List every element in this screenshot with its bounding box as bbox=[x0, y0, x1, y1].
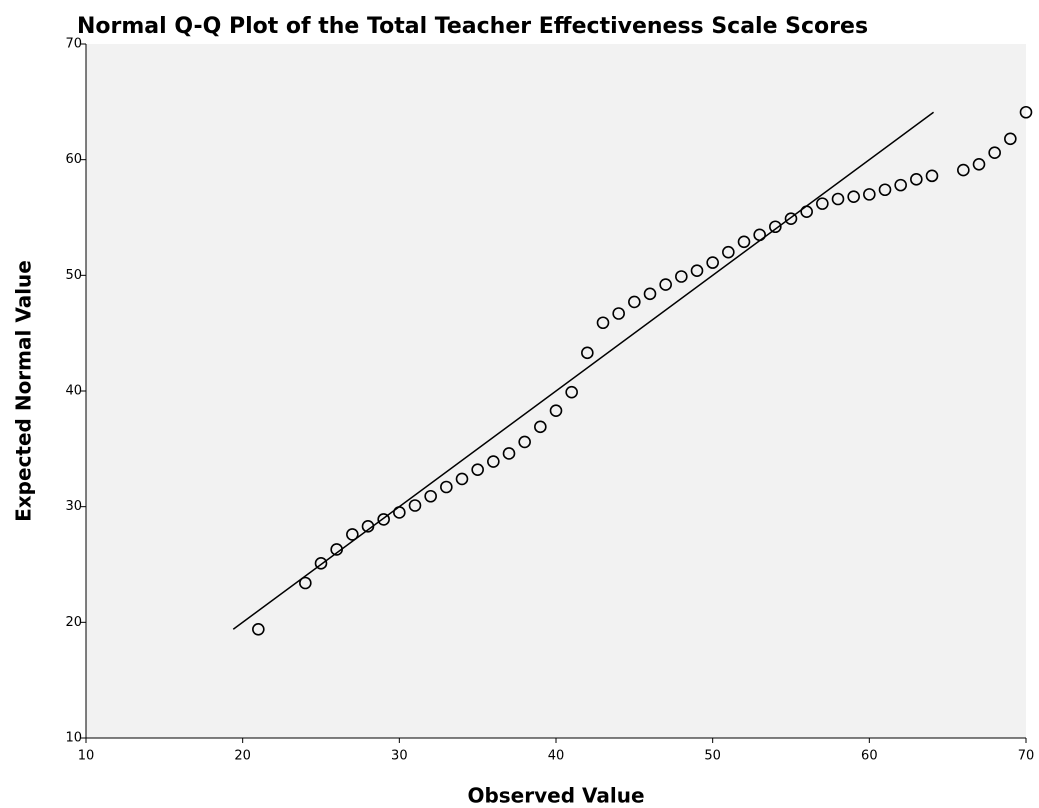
point bbox=[487, 455, 500, 468]
point bbox=[878, 183, 892, 197]
point bbox=[659, 278, 672, 291]
point bbox=[690, 264, 704, 278]
x-axis-title: Observed Value bbox=[467, 784, 644, 808]
point bbox=[816, 197, 829, 210]
point bbox=[628, 295, 641, 309]
point bbox=[988, 146, 1001, 160]
point bbox=[471, 463, 484, 476]
reference-line bbox=[232, 111, 935, 630]
point bbox=[330, 543, 343, 556]
point bbox=[831, 192, 845, 206]
y-axis-title: Expected Normal Value bbox=[12, 260, 36, 522]
point bbox=[534, 420, 547, 434]
y-tick-label: 20 bbox=[65, 615, 82, 630]
point bbox=[299, 576, 312, 590]
x-tick-label: 40 bbox=[548, 749, 565, 764]
point bbox=[596, 316, 610, 330]
point bbox=[769, 220, 782, 234]
chart-title: Normal Q-Q Plot of the Total Teacher Eff… bbox=[77, 14, 868, 39]
point bbox=[252, 622, 265, 636]
point bbox=[675, 270, 688, 283]
y-tick-label: 30 bbox=[65, 499, 82, 514]
point bbox=[346, 528, 359, 541]
point bbox=[894, 178, 907, 192]
point bbox=[612, 307, 625, 320]
point bbox=[847, 190, 860, 203]
point bbox=[643, 287, 657, 301]
point bbox=[408, 499, 422, 512]
point bbox=[706, 256, 719, 269]
y-tick-label: 50 bbox=[65, 268, 82, 283]
point bbox=[1019, 105, 1033, 119]
point bbox=[784, 212, 798, 225]
point bbox=[1004, 132, 1017, 146]
point bbox=[581, 346, 594, 360]
point bbox=[800, 205, 813, 219]
point bbox=[722, 245, 735, 259]
x-tick-label: 30 bbox=[391, 749, 408, 764]
point bbox=[737, 235, 751, 249]
point bbox=[502, 447, 516, 460]
y-tick-label: 40 bbox=[65, 384, 82, 399]
point bbox=[518, 435, 531, 449]
point bbox=[565, 385, 578, 399]
point bbox=[377, 513, 390, 526]
y-tick-label: 10 bbox=[65, 731, 82, 746]
x-tick-label: 10 bbox=[78, 749, 95, 764]
point bbox=[957, 163, 970, 177]
point bbox=[753, 228, 766, 242]
x-tick-label: 50 bbox=[704, 749, 721, 764]
point bbox=[455, 472, 469, 486]
point bbox=[393, 506, 406, 519]
point bbox=[314, 557, 328, 570]
x-tick-label: 60 bbox=[861, 749, 878, 764]
point bbox=[424, 489, 437, 503]
y-tick-label: 60 bbox=[65, 152, 82, 167]
x-tick-label: 20 bbox=[234, 749, 251, 764]
point bbox=[972, 157, 986, 171]
y-tick-label: 70 bbox=[65, 37, 82, 52]
point bbox=[910, 173, 923, 186]
point bbox=[549, 404, 563, 417]
point bbox=[863, 188, 876, 201]
point bbox=[925, 169, 939, 183]
x-tick-label: 70 bbox=[1018, 749, 1035, 764]
point bbox=[361, 520, 375, 533]
point bbox=[440, 480, 453, 494]
